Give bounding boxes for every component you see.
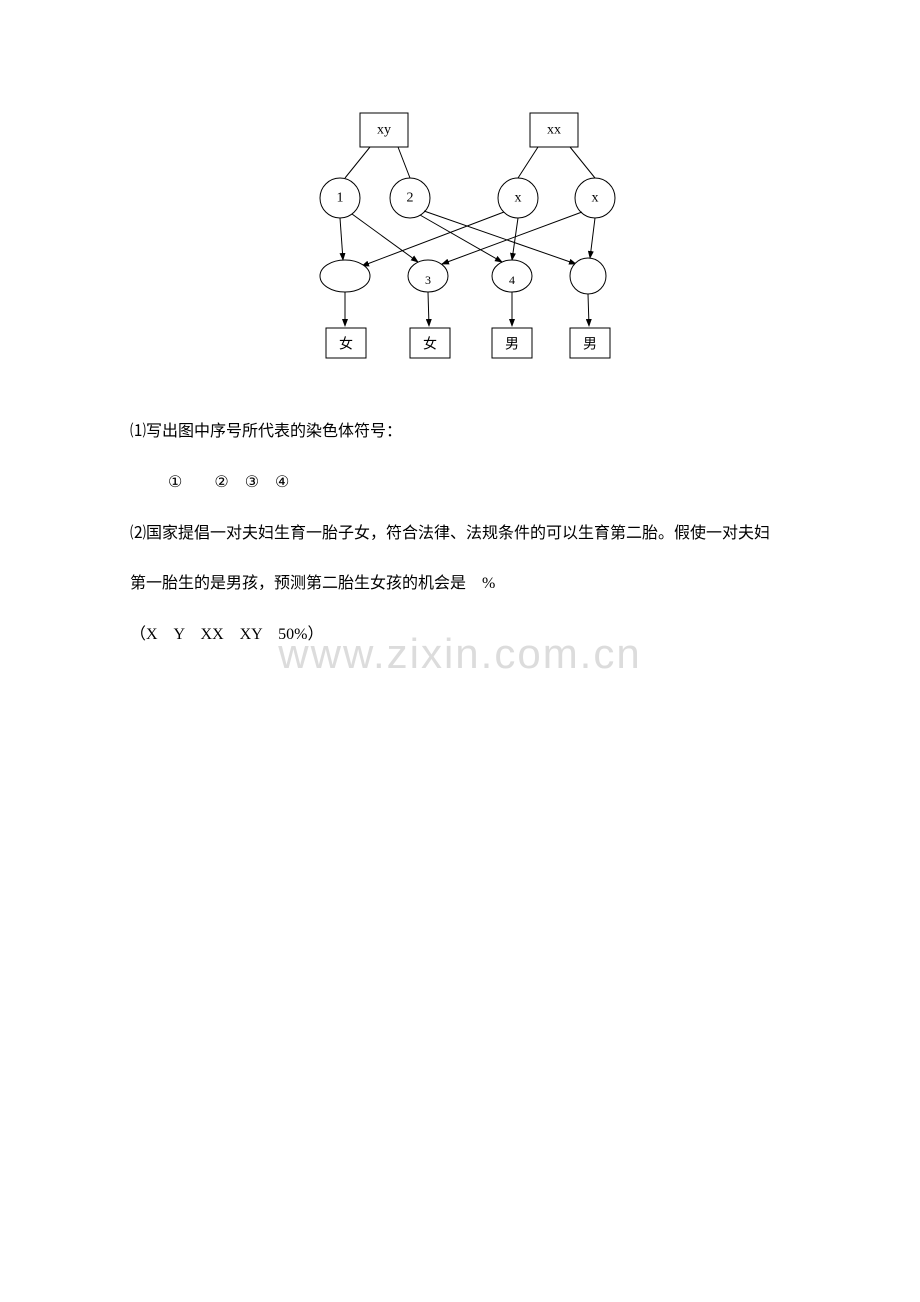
edge-pl-c2 bbox=[398, 147, 410, 178]
question-1: ⑴写出图中序号所代表的染色体符号： bbox=[130, 410, 790, 455]
parent-right-label: xx bbox=[547, 123, 561, 138]
edge-e4-b4 bbox=[588, 294, 589, 326]
gamete-3-label: x bbox=[515, 191, 522, 206]
zygote-1 bbox=[320, 260, 370, 292]
edge-c1-e2 bbox=[352, 214, 418, 262]
edge-c3-e3 bbox=[512, 218, 518, 260]
parent-left-label: xy bbox=[377, 123, 391, 138]
question-1-blanks: ① ② ③ ④ bbox=[130, 461, 790, 506]
edge-c4-e2 bbox=[442, 212, 582, 264]
zygote-2-label: 3 bbox=[425, 273, 431, 287]
edge-pl-c1 bbox=[345, 147, 370, 178]
zygote-3-label: 4 bbox=[509, 273, 515, 287]
edge-c2-e3 bbox=[420, 215, 502, 262]
gamete-1-label: 1 bbox=[337, 191, 344, 206]
gamete-4-label: x bbox=[592, 191, 599, 206]
result-2-label: 女 bbox=[423, 336, 437, 353]
zygote-4 bbox=[570, 258, 606, 294]
question-2-line1: ⑵国家提倡一对夫妇生育一胎子女，符合法律、法规条件的可以生育第二胎。假使一对夫妇 bbox=[130, 512, 790, 557]
edge-c4-e4 bbox=[590, 218, 595, 258]
result-4-label: 男 bbox=[583, 338, 597, 353]
edge-c1-e1 bbox=[340, 218, 343, 260]
result-3-label: 男 bbox=[505, 338, 519, 353]
edge-e2-b2 bbox=[428, 292, 429, 326]
question-text-block: ⑴写出图中序号所代表的染色体符号： ① ② ③ ④ ⑵国家提倡一对夫妇生育一胎子… bbox=[130, 410, 790, 664]
question-2-line2: 第一胎生的是男孩，预测第二胎生女孩的机会是 % bbox=[130, 562, 790, 607]
gamete-2-label: 2 bbox=[407, 191, 414, 206]
edge-pr-c3 bbox=[518, 147, 538, 178]
result-1-label: 女 bbox=[339, 336, 353, 353]
diagram-svg: xy xx 1 2 x x 3 4 bbox=[290, 108, 650, 368]
edge-c3-e1 bbox=[362, 212, 504, 266]
answer-line: （X Y XX XY 50%） bbox=[130, 613, 790, 658]
edge-pr-c4 bbox=[570, 147, 595, 178]
edge-c2-e4 bbox=[424, 211, 576, 264]
genetics-diagram: xy xx 1 2 x x 3 4 bbox=[290, 108, 650, 368]
